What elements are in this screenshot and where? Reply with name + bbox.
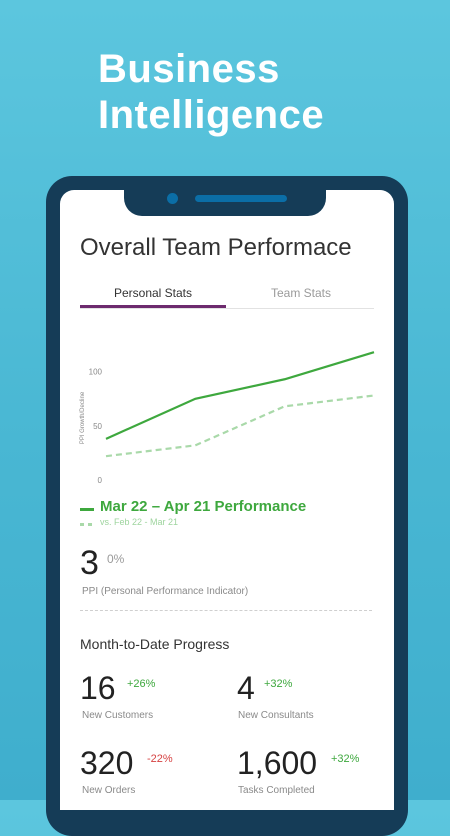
legend-dotted-line-marker: [80, 523, 92, 529]
performance-chart: PPI Growth/Decline 0 50 100: [80, 351, 375, 485]
stat-new-consultants-label: New Consultants: [238, 710, 314, 721]
headline: Business Intelligence: [98, 46, 324, 138]
chart-series-line-1: [105, 394, 375, 458]
stat-new-orders-label: New Orders: [82, 785, 136, 796]
tab-bar: Personal Stats Team Stats: [80, 282, 374, 309]
chart-y-tick-1: 50: [93, 422, 102, 431]
stat-new-orders-value: 320: [80, 745, 134, 781]
stat-new-consultants-change: +32%: [264, 678, 293, 690]
legend-solid-line-marker: [80, 508, 94, 511]
active-tab-indicator: [80, 305, 226, 308]
tab-personal-stats[interactable]: Personal Stats: [113, 286, 193, 300]
section-divider: [80, 610, 372, 611]
camera-icon: [167, 193, 178, 204]
mtd-title: Month-to-Date Progress: [80, 636, 230, 652]
stat-tasks-completed-label: Tasks Completed: [238, 785, 315, 796]
tab-team-stats[interactable]: Team Stats: [270, 286, 332, 300]
stat-new-customers-change: +26%: [127, 678, 156, 690]
chart-y-axis-label: PPI Growth/Decline: [80, 391, 86, 444]
ppi-value: 3: [80, 544, 99, 582]
chart-y-tick-2: 100: [89, 368, 103, 377]
stat-new-consultants-value: 4: [237, 670, 255, 706]
speaker-icon: [195, 195, 287, 202]
page-title: Overall Team Performace: [80, 234, 352, 261]
headline-line1: Business: [98, 47, 280, 91]
stat-new-customers-label: New Customers: [82, 710, 154, 721]
legend-current-period: Mar 22 – Apr 21 Performance: [100, 498, 307, 515]
stat-new-orders-change: -22%: [147, 753, 173, 765]
stat-tasks-completed-change: +32%: [331, 753, 360, 765]
headline-line2: Intelligence: [98, 93, 325, 137]
chart-series-line-0: [105, 351, 375, 440]
ppi-label: PPI (Personal Performance Indicator): [82, 586, 249, 597]
chart-y-tick-0: 0: [98, 476, 103, 485]
stat-tasks-completed-value: 1,600: [237, 745, 318, 781]
phone-screen: Overall Team Performace Personal Stats T…: [60, 190, 394, 810]
legend-previous-period: vs. Feb 22 - Mar 21: [100, 517, 179, 527]
stat-new-customers-value: 16: [80, 670, 116, 706]
ppi-change: 0%: [107, 552, 125, 566]
